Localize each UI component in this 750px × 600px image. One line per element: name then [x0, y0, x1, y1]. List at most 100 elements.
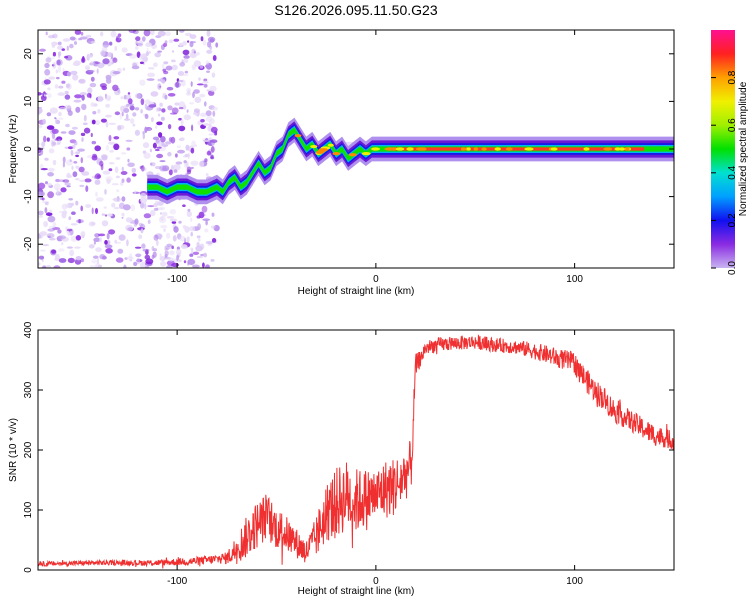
spectrogram-noise-blob [207, 41, 212, 48]
spectrogram-noise-blob [69, 43, 74, 49]
spectrogram-noise-blob [52, 62, 57, 69]
spectrogram-noise-blob [191, 48, 196, 54]
spectrogram-hot-spot [395, 147, 405, 151]
spectrogram-noise-blob [198, 238, 201, 242]
spectrogram-noise-blob [77, 148, 85, 152]
spectrogram-noise-blob [38, 107, 43, 114]
snr-xtick-label: -100 [167, 576, 187, 587]
spectrogram-noise-blob [95, 263, 101, 268]
spectrogram-noise-blob [126, 177, 131, 183]
spectrogram-noise-blob [140, 165, 145, 172]
spectrogram-noise-blob [58, 258, 67, 263]
spectrogram-noise-blob [66, 174, 73, 178]
spectrogram-noise-blob [125, 217, 133, 223]
spectrogram-noise-blob [213, 131, 218, 136]
spectrogram-noise-blob [168, 257, 174, 262]
spectrogram-noise-blob [172, 50, 174, 53]
spectrogram-noise-blob [68, 130, 76, 136]
spectrogram-noise-blob [44, 62, 50, 69]
spectrogram-hot-spot [315, 150, 325, 154]
spectrogram-noise-blob [62, 38, 71, 42]
spectrogram-noise-blob [198, 211, 205, 219]
spectrogram-noise-blob [90, 221, 96, 226]
spectrogram-noise-blob [104, 214, 108, 217]
spectrogram-noise-blob [121, 178, 125, 183]
spectrogram-noise-blob [135, 46, 139, 50]
spectrogram-noise-blob [163, 61, 169, 65]
spectrogram-noise-blob [177, 80, 184, 82]
spectrogram-noise-blob [97, 109, 101, 114]
spectrogram-noise-blob [113, 136, 120, 140]
spectrogram-ridge-layer [147, 121, 674, 201]
spectrogram-noise-blob [70, 70, 78, 75]
spectrogram-noise-blob [157, 201, 164, 206]
spectrogram-noise-blob [182, 204, 186, 207]
spectrogram-noise-blob [71, 145, 76, 149]
spectrogram-noise-blob [193, 60, 201, 67]
spectrogram-noise-blob [167, 105, 173, 111]
spectrogram-noise-blob [160, 136, 166, 143]
spectrogram-noise-blob [148, 104, 157, 108]
spectrogram-noise-blob [109, 149, 114, 153]
spectrogram-noise-blob [184, 226, 190, 233]
spectrogram-noise-blob [45, 181, 48, 185]
spectrogram-noise-blob [71, 211, 76, 215]
spectrogram-noise-blob [81, 94, 85, 101]
spectrogram-noise-blob [79, 184, 85, 188]
spectrogram-noise-blob [51, 64, 55, 67]
spectrogram-noise-blob [45, 264, 52, 268]
spectrogram-noise-blob [89, 265, 98, 268]
spectrogram-noise-blob [206, 30, 211, 37]
spectrogram-noise-blob [193, 112, 197, 115]
spectrogram-noise-blob [46, 125, 55, 130]
spectrogram-noise-blob [186, 87, 192, 93]
spectrogram-hot-spot [505, 147, 513, 151]
spectrogram-noise-blob [190, 147, 195, 154]
spectrogram-noise-blob [45, 212, 53, 217]
spectrogram-noise-blob [92, 111, 97, 115]
spectrogram-noise-blob [62, 179, 70, 183]
spectrogram-noise-blob [151, 117, 154, 123]
spectrogram-noise-blob [176, 248, 182, 256]
spectrogram-noise-blob [47, 172, 54, 177]
spectrogram-noise-blob [60, 131, 67, 134]
spectrogram-noise-blob [67, 232, 71, 236]
spectrogram-noise-blob [211, 238, 217, 243]
spectrogram-noise-blob [73, 161, 78, 164]
spectrogram-noise-blob [182, 40, 187, 46]
spectrogram-noise-blob [101, 220, 109, 227]
spectrogram-noise-blob [193, 89, 200, 94]
spectrogram-noise-blob [62, 156, 66, 163]
spectrogram-noise-blob [160, 224, 168, 229]
spectrogram-noise-blob [152, 136, 160, 141]
spectrogram-noise-blob [180, 118, 184, 126]
spectrogram-noise-blob [127, 103, 135, 106]
spectrogram-noise-blob [164, 250, 169, 257]
spectrogram-noise-blob [104, 240, 108, 245]
spectrogram-noise-blob [161, 79, 166, 84]
spectrogram-noise-blob [80, 205, 83, 212]
spectrogram-noise-blob [146, 171, 149, 175]
spectrogram-noise-blob [122, 67, 126, 71]
spectrogram-noise-blob [202, 139, 211, 142]
spectrogram-noise-blob [105, 176, 113, 182]
spectrogram-noise-blob [74, 30, 82, 35]
spectrogram-noise-blob [169, 218, 178, 222]
spectrogram-noise-blob [109, 162, 115, 165]
spectrogram-noise-blob [122, 204, 131, 211]
spectrogram-noise-blob [102, 58, 110, 65]
spectrogram-noise-blob [189, 102, 195, 105]
spectrogram-noise-blob [100, 50, 106, 57]
spectrogram-noise-blob [210, 146, 215, 153]
spectrogram-noise-blob [155, 107, 160, 112]
spectrogram-noise-blob [202, 218, 210, 221]
colorbar-ticks: 0.0 0.2 0.4 0.6 0.8 [711, 70, 738, 275]
spectrogram-noise-blob [81, 171, 90, 176]
colorbar: 0.0 0.2 0.4 0.6 0.8 Normalized spectral ampl… [711, 30, 749, 275]
spectrogram-noise-blob [48, 148, 55, 154]
spectrogram-noise-blob [47, 191, 54, 199]
spectrogram-noise-blob [80, 157, 84, 164]
spectrogram-noise-blob [161, 108, 166, 113]
colorbar-label: Normalized spectral amplitude [738, 81, 749, 216]
spectrogram-noise-blob [104, 188, 107, 195]
